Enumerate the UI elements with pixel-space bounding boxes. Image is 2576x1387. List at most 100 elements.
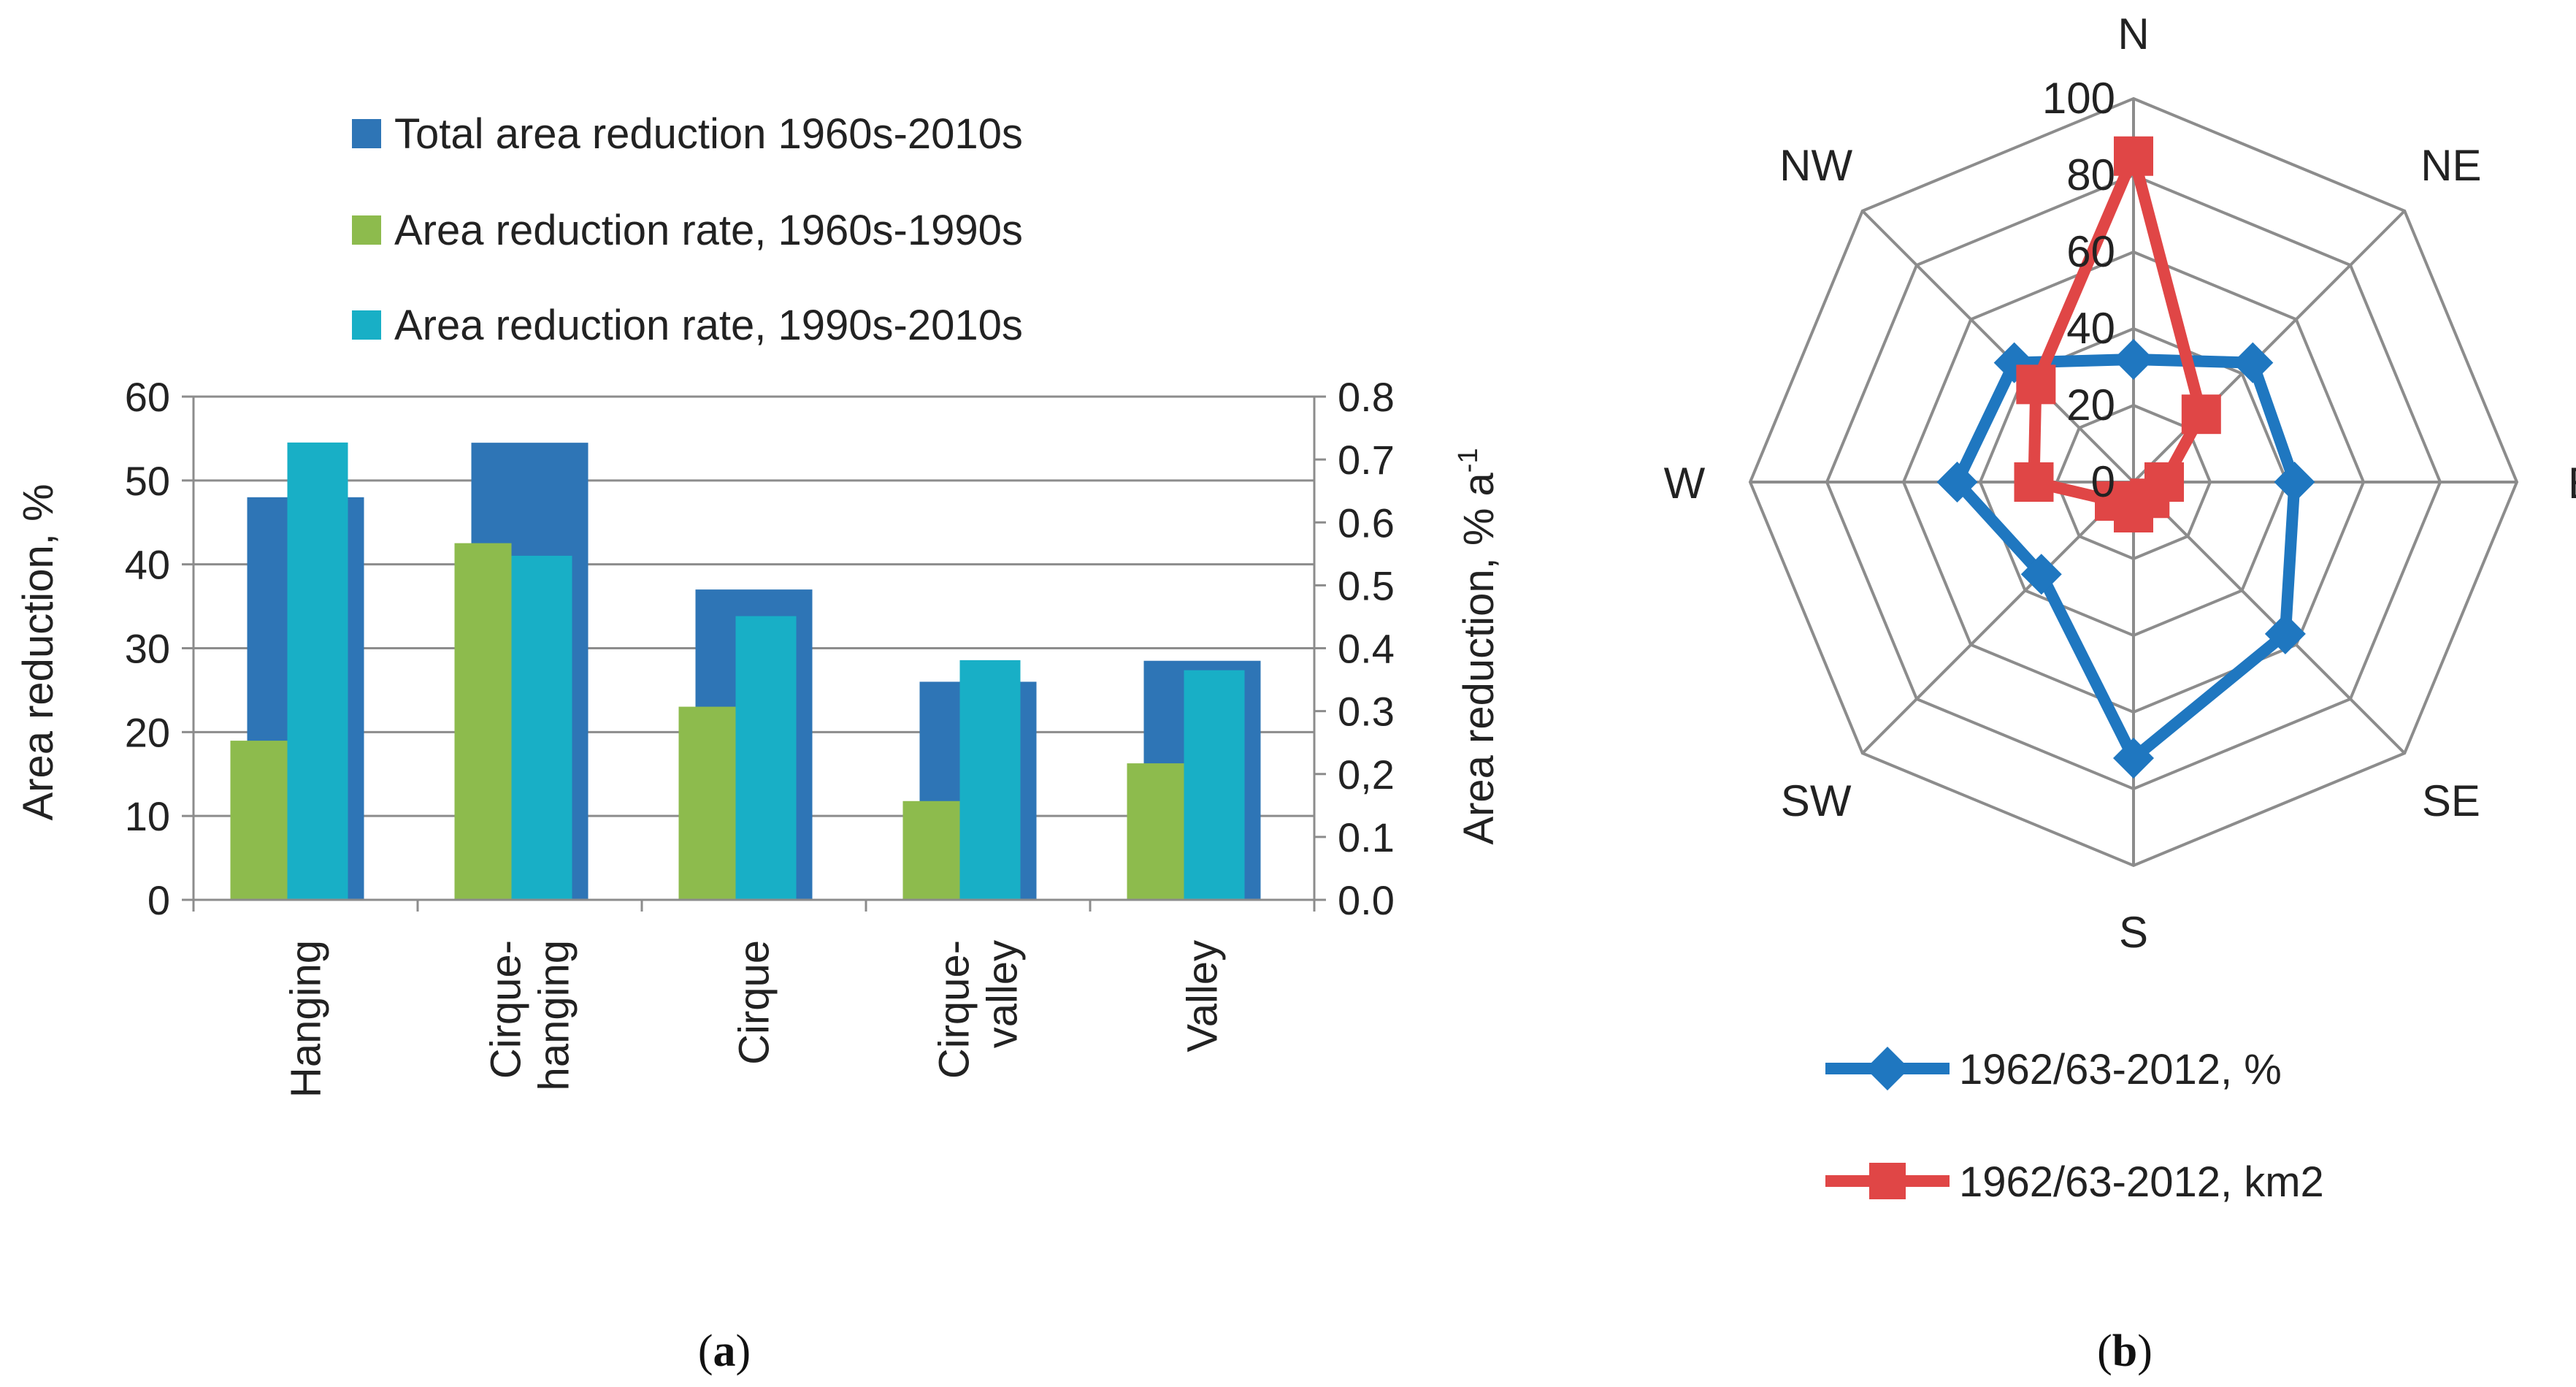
right-axis-title-sup: -1 [1453, 448, 1484, 473]
right-axis-title: Area reduction, % a-1 [1453, 448, 1503, 844]
right-tick-label: 0.6 [1338, 500, 1395, 546]
radar-point-km2-w [2014, 462, 2054, 502]
legend-swatch-total [352, 119, 381, 148]
radar-legend: 1962/63-2012, % 1962/63-2012, km2 [1825, 1046, 2324, 1206]
radar-series [1936, 136, 2315, 779]
bar-rate-1960s-1990s-2 [678, 706, 736, 900]
category-label: Valley [1179, 940, 1227, 1052]
radar-grid [1748, 96, 2519, 868]
direction-label-ne: NE [2420, 141, 2481, 190]
direction-label-e: E [2568, 459, 2576, 508]
right-tick-label: 0.1 [1338, 814, 1395, 860]
legend-label-total: Total area reduction 1960s-2010s [394, 110, 1023, 158]
bar-rate-1960s-1990s-3 [902, 801, 960, 900]
right-tick-label: 0.0 [1338, 877, 1395, 923]
category-label-text: Valley [1179, 940, 1227, 1052]
left-tick-label: 40 [125, 542, 170, 588]
legend-label-km2: 1962/63-2012, km2 [1959, 1158, 2324, 1206]
right-tick-label: 0.3 [1338, 689, 1395, 735]
left-tick-label: 10 [125, 793, 170, 839]
right-tick-label: 0,2 [1338, 752, 1395, 798]
bar-chart-panel: Total area reduction 1960s-2010s Area re… [15, 110, 1503, 1376]
category-label-line: valley [979, 940, 1027, 1048]
radar-point-km2-ne [2181, 394, 2221, 435]
radar-spoke [2132, 481, 2406, 754]
radar-tick-label: 40 [2066, 304, 2115, 353]
bar-rate-1990s-2010s-3 [959, 660, 1021, 900]
category-label-text: Cirque-valley [931, 940, 1027, 1079]
bar-series [230, 442, 1261, 900]
right-tick-labels: 0.0 0.1 0,2 0.3 0.4 0.5 0.6 0.7 0.8 [1338, 374, 1395, 923]
direction-label-n: N [2117, 9, 2149, 58]
left-tick-label: 0 [147, 877, 170, 923]
bar-legend: Total area reduction 1960s-2010s Area re… [352, 110, 1023, 349]
radar-tick-labels: 0 20 40 60 80 100 [2042, 74, 2115, 506]
radar-spoke [1861, 210, 2135, 484]
legend-swatch-rate-1990s-2010s [352, 310, 381, 340]
direction-label-sw: SW [1781, 776, 1852, 825]
radar-tick-label: 0 [2091, 457, 2115, 506]
category-label-line: hanging [531, 940, 578, 1090]
radar-tick-label: 60 [2066, 227, 2115, 276]
radar-point-percent-s [2113, 738, 2154, 779]
radar-tick-label: 100 [2042, 74, 2115, 123]
radar-point-percent-e [2274, 462, 2315, 503]
left-tick-label: 60 [125, 374, 170, 420]
category-label-text: Cirque-hanging [483, 940, 578, 1090]
panel-label-b: (b) [2097, 1326, 2153, 1376]
radar-tick-label: 80 [2066, 150, 2115, 199]
panel-label-a: (a) [698, 1326, 751, 1376]
legend-marker-km2 [1869, 1163, 1906, 1199]
category-label: Cirque-valley [931, 940, 1027, 1079]
direction-label-nw: NW [1779, 141, 1852, 190]
category-label-text: Hanging [283, 940, 330, 1098]
legend-swatch-rate-1960s-1990s [352, 215, 381, 245]
direction-label-s: S [2119, 908, 2148, 957]
radar-tick-label: 20 [2066, 381, 2115, 429]
left-tick-label: 20 [125, 709, 170, 755]
right-tick-label: 0.5 [1338, 562, 1395, 608]
category-label-line: Hanging [283, 940, 330, 1098]
category-label: Cirque-hanging [483, 940, 578, 1090]
radar-point-km2-nw [2016, 364, 2056, 405]
radar-spoke [2132, 210, 2406, 484]
left-axis-title: Area reduction, % [15, 484, 62, 820]
radar-point-percent-sw [2020, 554, 2062, 595]
right-tick-label: 0.7 [1338, 437, 1395, 483]
category-labels: Hanging Cirque-hanging Cirque Cirque-valley… [283, 940, 1227, 1098]
category-label-line: Cirque [731, 940, 778, 1065]
right-tick-label: 0.4 [1338, 626, 1395, 672]
left-tick-label: 30 [125, 626, 170, 672]
category-label-text: Cirque [731, 940, 778, 1065]
bar-rate-1990s-2010s-0 [287, 442, 348, 900]
radar-point-percent-se [2264, 613, 2306, 654]
left-tick-labels: 0 10 20 30 40 50 60 [125, 374, 170, 923]
bar-rate-1990s-2010s-1 [511, 555, 572, 900]
radar-direction-labels: N NE E SE S SW W NW [1664, 9, 2576, 957]
radar-point-percent-n [2113, 339, 2154, 380]
panel-letter-b: b [2112, 1326, 2137, 1376]
radar-spoke [1861, 481, 2135, 754]
legend-marker-percent [1866, 1047, 1909, 1090]
panel-letter-a: a [713, 1326, 736, 1376]
radar-chart-panel: 0 20 40 60 80 100 N NE E SE S SW W NW 1962/63-2012, … [1664, 9, 2576, 1376]
legend-label-rate-1960s-1990s: Area reduction rate, 1960s-1990s [394, 207, 1023, 254]
radar-point-percent-ne [2232, 342, 2274, 383]
bar-rate-1960s-1990s-1 [454, 543, 512, 900]
bar-rate-1990s-2010s-4 [1184, 670, 1245, 900]
category-label-line: Valley [1179, 940, 1227, 1052]
legend-label-percent: 1962/63-2012, % [1959, 1046, 2282, 1093]
bar-rate-1960s-1990s-0 [230, 741, 288, 900]
category-label: Cirque [731, 940, 778, 1065]
left-tick-label: 50 [125, 458, 170, 504]
category-label-line: Cirque- [931, 940, 978, 1079]
radar-point-km2-n [2114, 136, 2153, 176]
bar-rate-1990s-2010s-2 [735, 616, 797, 900]
radar-point-km2-sw [2095, 481, 2135, 521]
direction-label-se: SE [2422, 776, 2480, 825]
right-axis-title-main: Area reduction, % a [1455, 472, 1503, 844]
bar-axes [182, 395, 1326, 912]
radar-point-percent-w [1936, 462, 1978, 503]
right-tick-label: 0.8 [1338, 374, 1395, 420]
